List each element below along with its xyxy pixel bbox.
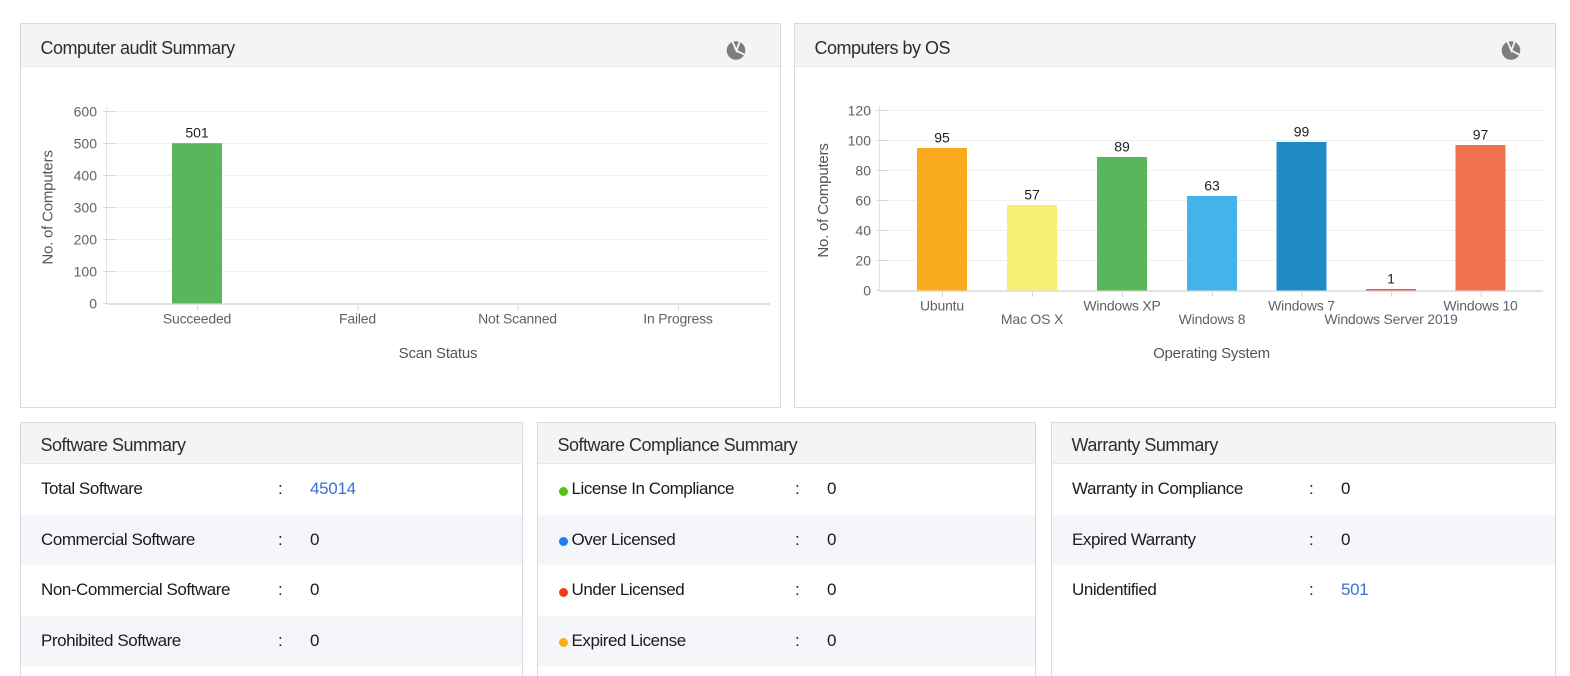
svg-text:20: 20	[855, 253, 871, 269]
svg-text:Mac OS X: Mac OS X	[1001, 311, 1064, 327]
svg-text:60: 60	[855, 193, 871, 209]
svg-text:0: 0	[863, 283, 871, 299]
svg-text:600: 600	[74, 104, 98, 120]
svg-text:Failed: Failed	[339, 310, 376, 326]
svg-text:No. of Computers: No. of Computers	[815, 143, 832, 257]
svg-text:In Progress: In Progress	[643, 310, 713, 326]
svg-text:95: 95	[934, 130, 950, 146]
svg-text:No. of Computers: No. of Computers	[40, 150, 57, 264]
svg-text:Windows 8: Windows 8	[1179, 311, 1246, 327]
svg-text:Windows XP: Windows XP	[1083, 297, 1160, 313]
svg-text:Succeeded: Succeeded	[163, 310, 231, 326]
svg-text:100: 100	[74, 264, 98, 280]
svg-text:Operating System: Operating System	[1153, 345, 1270, 362]
svg-text:300: 300	[74, 200, 98, 216]
svg-text:500: 500	[74, 136, 98, 152]
svg-text:89: 89	[1114, 139, 1130, 155]
svg-text:501: 501	[185, 125, 209, 141]
svg-text:1: 1	[1387, 271, 1395, 287]
svg-text:100: 100	[848, 133, 872, 149]
svg-text:Windows Server 2019: Windows Server 2019	[1324, 311, 1458, 327]
svg-text:63: 63	[1204, 178, 1220, 194]
svg-text:Windows 7: Windows 7	[1268, 297, 1335, 313]
svg-text:99: 99	[1294, 124, 1310, 140]
svg-text:0: 0	[89, 296, 97, 312]
svg-text:80: 80	[855, 163, 871, 179]
svg-text:Windows 10: Windows 10	[1443, 297, 1518, 313]
svg-text:Ubuntu: Ubuntu	[920, 297, 964, 313]
svg-text:40: 40	[855, 223, 871, 239]
svg-text:57: 57	[1024, 187, 1040, 203]
svg-text:Scan Status: Scan Status	[399, 345, 478, 362]
svg-text:Not Scanned: Not Scanned	[478, 310, 557, 326]
svg-text:120: 120	[848, 103, 872, 119]
svg-text:200: 200	[74, 232, 98, 248]
svg-text:400: 400	[74, 168, 98, 184]
svg-text:97: 97	[1473, 127, 1489, 143]
